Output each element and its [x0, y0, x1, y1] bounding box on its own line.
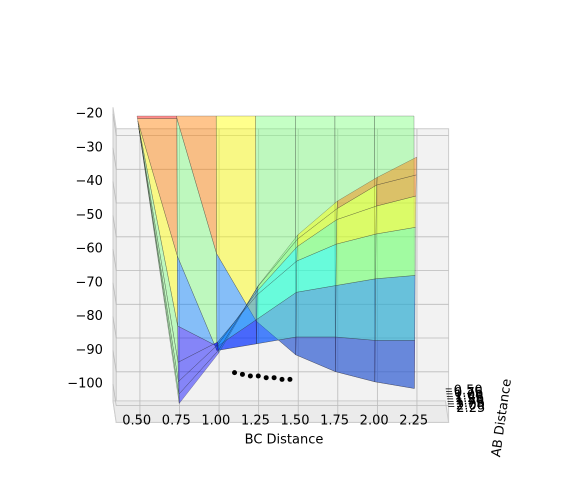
z-tick-label: −40: [76, 174, 103, 189]
trajectory-point: [239, 371, 245, 377]
floor-pane: [112, 400, 450, 423]
surface-patch: [335, 278, 376, 341]
x-tick-label: 1.00: [201, 413, 230, 428]
surface-patch: [374, 275, 416, 341]
trajectory-point: [247, 373, 253, 379]
z-tick-label: −20: [76, 107, 103, 122]
y-tick-label: 1.50: [455, 393, 484, 408]
y-tick-label: 1.75: [456, 396, 485, 411]
trajectory-point: [255, 373, 261, 379]
z-tick-label: −30: [76, 140, 103, 155]
y-tick-label: 1.00: [454, 388, 483, 403]
y-tick-label: 1.25: [455, 391, 484, 406]
z-tick-label: −90: [76, 343, 103, 358]
trajectory-point: [232, 370, 238, 376]
z-tick-label: −80: [76, 309, 103, 324]
x-tick-label: 2.25: [399, 413, 428, 428]
y-tick-label: 2.00: [456, 398, 485, 413]
x-tick-label: 2.00: [360, 413, 389, 428]
trajectory-point: [263, 375, 269, 381]
y-tick-label: 0.50: [454, 383, 483, 398]
plot-area: −100−90−80−70−60−50−40−30−200.50 0.75 1.00…: [67, 107, 485, 429]
trajectory-point: [287, 376, 293, 382]
surface-patch: [375, 227, 416, 280]
z-tick-label: −50: [76, 208, 103, 223]
surface-patch: [374, 340, 416, 389]
trajectory-point: [271, 375, 277, 381]
trajectory-point: [279, 376, 285, 382]
x-tick-label: 1.75: [320, 413, 349, 428]
y-tick-label: 2.25: [456, 401, 485, 416]
y-axis-label: AB Distance: [489, 378, 515, 458]
x-tick-label: 0.75: [162, 413, 191, 428]
surface-patch: [295, 285, 337, 338]
surface-patch: [136, 115, 178, 119]
y-tick-label: 0.75: [454, 386, 483, 401]
x-tick-label: 0.50: [122, 413, 151, 428]
x-tick-label: 1.25: [241, 413, 270, 428]
z-tick-label: −70: [76, 275, 103, 290]
x-tick-label: 1.50: [281, 413, 310, 428]
z-tick-label: −60: [76, 242, 103, 257]
z-tick-label: −100: [67, 377, 103, 392]
x-axis-label: BC Distance: [245, 433, 324, 448]
surface-patch: [376, 156, 417, 186]
